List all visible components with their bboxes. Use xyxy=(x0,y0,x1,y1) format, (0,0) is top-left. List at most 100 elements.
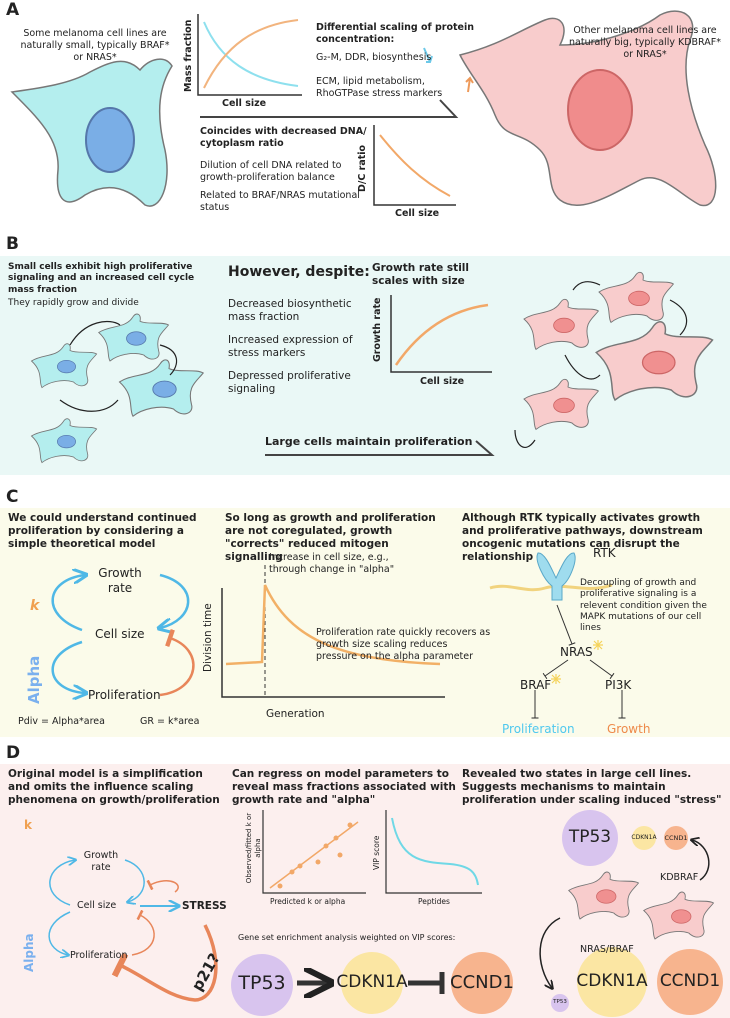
caption: Related to BRAF/NRAS mutational status xyxy=(200,190,360,213)
down-arrow xyxy=(423,47,433,63)
caption: Dilution of cell DNA related to growth-p… xyxy=(200,160,342,183)
shape xyxy=(664,826,688,850)
shape xyxy=(51,575,85,632)
shape xyxy=(49,860,75,906)
shape xyxy=(337,852,343,858)
shape xyxy=(539,917,561,988)
shape xyxy=(391,817,479,886)
equation: GR = k*area xyxy=(140,716,200,727)
shape xyxy=(577,947,647,1017)
shape xyxy=(669,299,688,336)
gene: TP53 xyxy=(553,999,567,1005)
node: STRESS xyxy=(182,900,227,912)
axis-label: Cell size xyxy=(395,208,440,219)
axis xyxy=(385,810,482,894)
param: Alpha xyxy=(22,933,36,972)
axis-label: Growth rate xyxy=(372,297,383,362)
param: k xyxy=(30,598,40,614)
caption: They rapidly grow and divide xyxy=(8,298,139,308)
shape xyxy=(48,911,70,955)
param: k xyxy=(24,818,32,832)
node: Cell size xyxy=(77,900,117,911)
heading: However, despite: xyxy=(228,264,370,280)
node: Proliferation xyxy=(70,950,128,961)
shape xyxy=(657,949,723,1015)
shape xyxy=(231,954,293,1016)
axis-label: VIP score xyxy=(372,835,381,870)
gene: CCND1 xyxy=(450,972,514,993)
shape xyxy=(589,659,615,680)
heading: We could understand continued proliferat… xyxy=(8,512,197,551)
caption: G₂-M, DDR, biosynthesis xyxy=(316,52,432,63)
shape xyxy=(564,354,601,380)
panel-label: D xyxy=(6,743,21,763)
annotation: Decoupling of growth and proliferative s… xyxy=(580,578,707,633)
panel-label: A xyxy=(6,0,20,20)
heading: Can regress on model parameters to revea… xyxy=(232,768,456,807)
shape xyxy=(347,822,353,828)
nucleus xyxy=(85,107,135,173)
node: NRAS xyxy=(560,645,593,659)
gene: CCND1 xyxy=(659,971,721,991)
heading: Differential scaling of protein concentr… xyxy=(316,22,475,45)
axis-label: Cell size xyxy=(420,376,465,387)
heading: Revealed two states in large cell lines.… xyxy=(462,768,722,807)
nucleus xyxy=(567,69,633,151)
shape xyxy=(69,320,121,346)
equation: Pdiv = Alpha*area xyxy=(18,716,105,727)
axis-label: Observed/fitted k or alpha xyxy=(245,812,262,884)
axis-label: D/C ratio xyxy=(357,144,368,192)
shape xyxy=(323,843,329,849)
shape xyxy=(572,281,601,291)
axis xyxy=(221,588,445,698)
node: Growth xyxy=(607,722,651,736)
panel-label: B xyxy=(6,234,19,254)
heading: Growth rate still scales with size xyxy=(372,262,469,288)
shape xyxy=(59,399,119,412)
shape xyxy=(556,604,576,646)
shape xyxy=(514,429,536,448)
list-item: Increased expression of stress markers xyxy=(228,334,353,360)
shape xyxy=(562,810,618,866)
axis-label: Division time xyxy=(202,603,214,672)
shape xyxy=(692,840,710,881)
node: Cell size xyxy=(95,627,145,641)
caption: Some melanoma cell lines are naturally s… xyxy=(20,28,170,63)
node: BRAF xyxy=(520,678,552,692)
shape xyxy=(593,640,603,650)
gene: TP53 xyxy=(238,972,286,994)
shape xyxy=(269,821,359,889)
curve xyxy=(225,584,441,666)
node: Growth rate xyxy=(98,566,142,595)
shape xyxy=(159,629,195,697)
scale-arrow xyxy=(200,99,459,118)
param: Alpha xyxy=(25,655,43,704)
gene: CDKN1A xyxy=(631,834,657,841)
axis-label: Peptides xyxy=(418,897,450,906)
heading: Original model is a simplification and o… xyxy=(8,768,220,807)
curve xyxy=(203,19,299,89)
node: Growth rate xyxy=(83,850,119,873)
axis xyxy=(390,295,492,373)
gene: TP53 xyxy=(568,827,612,847)
shape xyxy=(277,883,283,889)
annotation: Increase in cell size, e.g., through cha… xyxy=(269,552,395,575)
panel-label: C xyxy=(6,487,19,507)
caption: ECM, lipid metabolism, RhoGTPase stress … xyxy=(316,76,443,99)
shape xyxy=(451,952,513,1014)
shape xyxy=(124,859,145,902)
shape xyxy=(277,822,353,889)
gene: CDKN1A xyxy=(576,971,648,991)
node: Proliferation xyxy=(502,722,575,736)
axis-label: Cell size xyxy=(222,98,267,109)
axis-label: Generation xyxy=(266,708,325,720)
heading: Coincides with decreased DNA/ cytoplasm … xyxy=(200,126,367,149)
annotation: Proliferation rate quickly recovers as g… xyxy=(316,627,491,662)
curve xyxy=(379,134,451,197)
caption: Gene set enrichment analysis weighted on… xyxy=(238,933,456,942)
scale-arrow xyxy=(265,440,495,456)
gene: CCND1 xyxy=(664,834,688,842)
shape xyxy=(551,674,561,684)
